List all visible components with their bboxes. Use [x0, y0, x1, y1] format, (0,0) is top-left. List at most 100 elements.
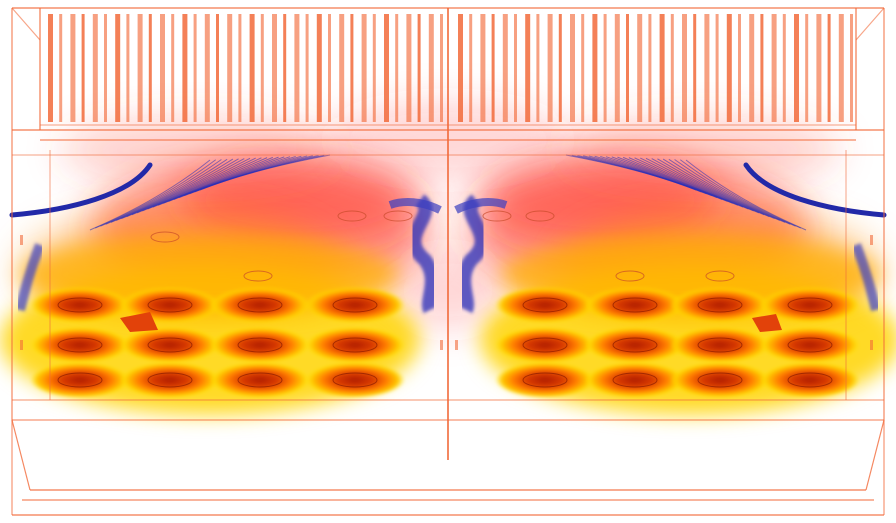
burner-core-icon: [147, 297, 193, 313]
header-fin-icon: [70, 14, 76, 122]
header-fin-icon: [782, 14, 786, 122]
header-fin-icon: [216, 14, 219, 122]
streamline-icon: [565, 154, 697, 191]
side-port-icon: [870, 235, 873, 245]
burner-core-icon: [697, 337, 743, 353]
streamline-group: [9, 154, 887, 314]
header-fin-icon: [372, 14, 376, 122]
header-fin-icon: [171, 14, 175, 122]
header-fin-icon: [48, 14, 53, 122]
burner-port-icon: [482, 210, 512, 222]
header-fin-icon: [794, 14, 799, 122]
header-fin-icon: [92, 14, 98, 122]
burner-core-icon: [237, 337, 283, 353]
header-fin-icon: [406, 14, 412, 122]
header-fin-icon: [126, 14, 130, 122]
burner-core-icon: [612, 297, 658, 313]
header-fin-icon: [260, 14, 264, 122]
burner-port-icon: [705, 270, 735, 282]
header-fin-icon: [659, 14, 665, 122]
burner-core-icon: [237, 372, 283, 388]
burner-flame-icon: [752, 314, 782, 332]
burner-flame-icon: [120, 312, 158, 332]
burner-flame-icon: [210, 327, 310, 363]
burner-core-icon: [332, 337, 378, 353]
header-fin-icon: [428, 14, 434, 122]
burner-port-icon: [337, 210, 367, 222]
streamline-icon: [15, 243, 45, 312]
header-fin-icon: [204, 14, 210, 122]
burner-core-icon: [697, 297, 743, 313]
header-fin-icon: [193, 14, 197, 122]
wireframe-edge-icon: [11, 419, 31, 491]
burner-core-icon: [612, 372, 658, 388]
header-fin-icon: [361, 14, 367, 122]
burner-flame-icon: [495, 362, 595, 398]
burner-core-icon: [57, 297, 103, 313]
burner-flame-icon: [760, 362, 860, 398]
header-fin-icon: [272, 14, 277, 122]
streamline-icon: [743, 162, 887, 218]
header-fin-icon: [637, 14, 643, 122]
burner-flame-icon: [30, 287, 130, 323]
streamline-icon: [388, 198, 442, 214]
burner-port-icon: [383, 210, 413, 222]
burner-core-icon: [332, 297, 378, 313]
burner-flame-icon: [30, 362, 130, 398]
header-fin-icon: [458, 14, 463, 122]
burner-core-icon: [522, 297, 568, 313]
header-fin-icon: [137, 14, 143, 122]
burner-flame-icon: [495, 327, 595, 363]
header-fin-icon: [294, 14, 300, 122]
header-fin-icon: [626, 14, 629, 122]
streamline-icon: [457, 194, 489, 314]
streamline-icon: [199, 154, 331, 191]
streamline-icon: [851, 243, 881, 312]
header-fin-icon: [704, 14, 710, 122]
side-port-icon: [20, 235, 23, 245]
header-fin-icon: [148, 14, 152, 122]
header-fin-icon: [570, 14, 575, 122]
burner-core-icon: [147, 372, 193, 388]
header-fin-icon: [81, 14, 85, 122]
header-fin-icon: [59, 14, 63, 122]
streamline-icon: [454, 198, 508, 214]
header-fin-icon: [682, 14, 687, 122]
burner-port-icon: [615, 270, 645, 282]
header-fin-icon: [648, 14, 652, 122]
burner-flame-group: [0, 210, 896, 415]
burner-flame-icon: [670, 287, 770, 323]
burner-core-icon: [787, 297, 833, 313]
burner-flame-icon: [210, 362, 310, 398]
header-fin-icon: [603, 14, 607, 122]
header-fin-icon: [238, 14, 242, 122]
burner-core-icon: [57, 337, 103, 353]
burner-core-icon: [57, 372, 103, 388]
header-fin-icon: [480, 14, 486, 122]
header-fin-icon: [182, 14, 188, 122]
header-fin-icon: [693, 14, 697, 122]
header-fin-icon: [547, 14, 553, 122]
burner-core-icon: [237, 297, 283, 313]
burner-flame-icon: [305, 362, 405, 398]
burner-flame-icon: [670, 362, 770, 398]
header-fin-icon: [283, 14, 287, 122]
side-port-icon: [20, 340, 23, 350]
header-fin-icon: [227, 14, 233, 122]
header-fin-icon: [581, 14, 585, 122]
header-fin-icon: [760, 14, 764, 122]
header-fin-icon: [614, 14, 620, 122]
side-port-icon: [455, 340, 458, 350]
header-fin-icon: [805, 14, 809, 122]
burner-flame-icon: [670, 327, 770, 363]
header-fin-icon: [417, 14, 421, 122]
burner-core-icon: [612, 337, 658, 353]
burner-flame-icon: [495, 287, 595, 323]
header-fin-icon: [749, 14, 755, 122]
header-fin-icon: [384, 14, 389, 122]
header-fin-icon: [491, 14, 495, 122]
header-fin-icon: [827, 14, 831, 122]
header-fin-icon: [838, 14, 844, 122]
burner-flame-icon: [210, 287, 310, 323]
